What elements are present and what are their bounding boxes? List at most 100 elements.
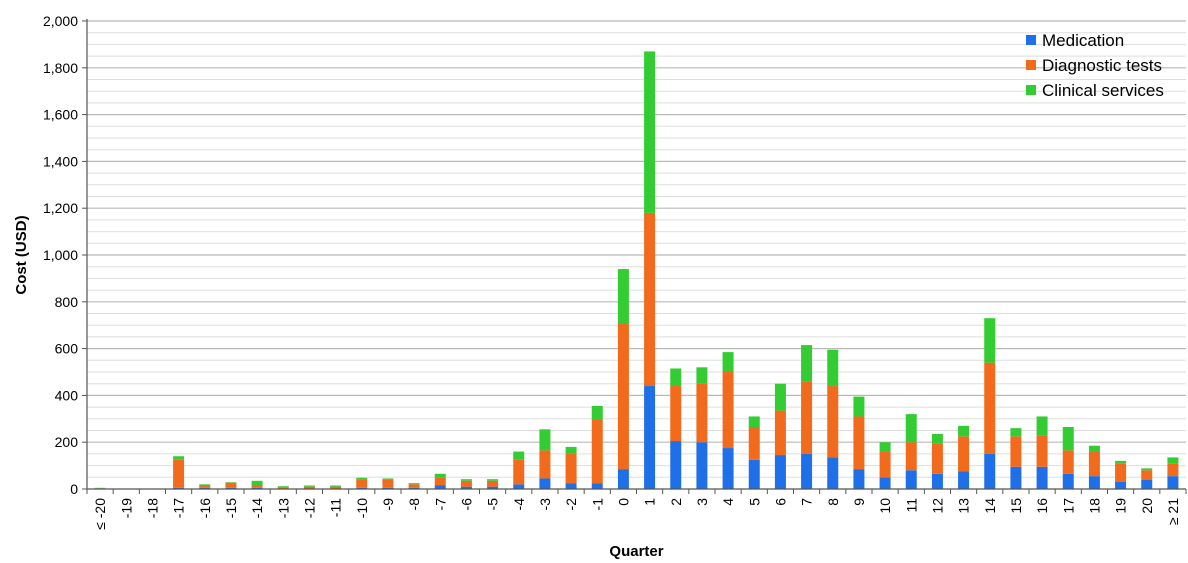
x-tick-label: -19 — [118, 498, 134, 518]
bar-diagnostic-tests — [434, 477, 446, 486]
bar-medication — [879, 477, 891, 489]
bar-medication — [748, 459, 760, 489]
x-tick-label: -1 — [589, 498, 605, 511]
bar-medication — [1010, 466, 1022, 489]
bar-medication — [487, 486, 499, 489]
bar-clinical-services — [513, 451, 525, 460]
bar-diagnostic-tests — [539, 450, 551, 479]
y-tick-label: 2,000 — [43, 13, 78, 29]
x-tick-label: 12 — [929, 498, 945, 514]
bar-diagnostic-tests — [382, 479, 394, 488]
bar-medication — [617, 469, 629, 489]
x-tick-label: -3 — [537, 498, 553, 511]
legend-swatch — [1026, 60, 1036, 70]
bar-diagnostic-tests — [251, 485, 263, 488]
bar-clinical-services — [330, 485, 342, 487]
bar-clinical-services — [748, 416, 760, 427]
bar-medication — [1141, 479, 1153, 489]
bar-clinical-services — [460, 479, 472, 481]
y-tick-label: 0 — [70, 481, 78, 497]
bar-clinical-services — [617, 269, 629, 325]
x-tick-label: 1 — [642, 498, 658, 506]
y-tick-label: 1,800 — [43, 60, 78, 76]
bar-clinical-services — [722, 352, 734, 372]
bar-diagnostic-tests — [1141, 470, 1153, 480]
legend-swatch — [1026, 35, 1036, 45]
bar-diagnostic-tests — [303, 486, 315, 489]
bar-clinical-services — [644, 51, 656, 213]
bar-medication — [460, 486, 472, 489]
bar-diagnostic-tests — [513, 459, 525, 485]
x-tick-label: -2 — [563, 498, 579, 511]
bar-medication — [1062, 473, 1074, 489]
bar-clinical-services — [1088, 445, 1100, 452]
bar-clinical-services — [931, 434, 943, 444]
legend-label: Diagnostic tests — [1042, 56, 1162, 75]
bar-clinical-services — [696, 367, 708, 384]
y-tick-label: 200 — [55, 434, 79, 450]
bar-clinical-services — [1167, 457, 1179, 464]
y-tick-labels: 0 200 400 600 800 1,000 1,200 1,400 1,600 1,800 2,… — [43, 13, 78, 497]
x-tick-labels: ≤ -20 -19 -18 -17 -16 -15 -14 -13 -12 -11 -10 -9 -8-… — [92, 498, 1181, 530]
bar-clinical-services — [199, 484, 211, 486]
legend: Medication Diagnostic tests Clinical servi… — [1026, 31, 1164, 100]
bar-medication — [931, 473, 943, 489]
x-tick-label: -14 — [249, 498, 265, 518]
x-tick-label: -15 — [223, 498, 239, 518]
x-tick-label: 4 — [720, 498, 736, 506]
bar-clinical-services — [1062, 426, 1074, 451]
bar-clinical-services — [958, 425, 970, 437]
bar-clinical-services — [1115, 460, 1127, 464]
bar-clinical-services — [434, 473, 446, 478]
x-tick-label: ≤ -20 — [92, 498, 108, 530]
bar-medication — [984, 453, 996, 489]
bar-diagnostic-tests — [984, 362, 996, 454]
bars — [94, 51, 1179, 490]
bar-clinical-services — [853, 396, 865, 417]
x-tick-label: -16 — [197, 498, 213, 518]
bar-diagnostic-tests — [1036, 435, 1048, 467]
bar-diagnostic-tests — [670, 386, 682, 442]
bar-diagnostic-tests — [1115, 463, 1127, 482]
x-tick-label: 6 — [772, 498, 788, 506]
x-tick-label: 11 — [903, 498, 919, 513]
y-tick-label: 1,600 — [43, 107, 78, 123]
bar-diagnostic-tests — [696, 383, 708, 443]
x-tick-label: 16 — [1034, 498, 1050, 514]
bar-medication — [513, 484, 525, 489]
bar-clinical-services — [670, 368, 682, 387]
x-tick-label: -8 — [406, 498, 422, 511]
bar-clinical-services — [591, 405, 603, 420]
x-tick-label: -10 — [354, 498, 370, 518]
bar-diagnostic-tests — [277, 487, 289, 489]
x-tick-label: 5 — [746, 498, 762, 506]
y-axis-title: Cost (USD) — [13, 215, 30, 294]
x-tick-label: -7 — [432, 498, 448, 511]
bar-clinical-services — [487, 479, 499, 481]
bar-diagnostic-tests — [173, 459, 185, 488]
x-tick-label: 8 — [825, 498, 841, 506]
bar-medication — [958, 471, 970, 489]
bar-medication — [774, 455, 786, 489]
x-tick-label: -4 — [511, 498, 527, 511]
x-axis-title: Quarter — [609, 543, 663, 560]
x-tick-label: 18 — [1086, 498, 1102, 514]
bar-diagnostic-tests — [1062, 450, 1074, 474]
bar-clinical-services — [879, 442, 891, 452]
axes — [82, 19, 1187, 494]
bar-medication — [1167, 476, 1179, 489]
bar-clinical-services — [774, 383, 786, 411]
x-tick-label: -18 — [144, 498, 160, 518]
x-tick-label: 14 — [982, 498, 998, 514]
bar-diagnostic-tests — [931, 443, 943, 474]
x-tick-label: ≥ 21 — [1165, 498, 1181, 525]
bar-clinical-services — [1010, 428, 1022, 437]
bar-diagnostic-tests — [356, 479, 368, 488]
bar-medication — [565, 483, 577, 489]
bar-diagnostic-tests — [905, 442, 917, 471]
bar-clinical-services — [251, 480, 263, 486]
bar-diagnostic-tests — [879, 451, 891, 478]
bar-clinical-services — [1036, 416, 1048, 436]
gridlines — [87, 20, 1186, 478]
